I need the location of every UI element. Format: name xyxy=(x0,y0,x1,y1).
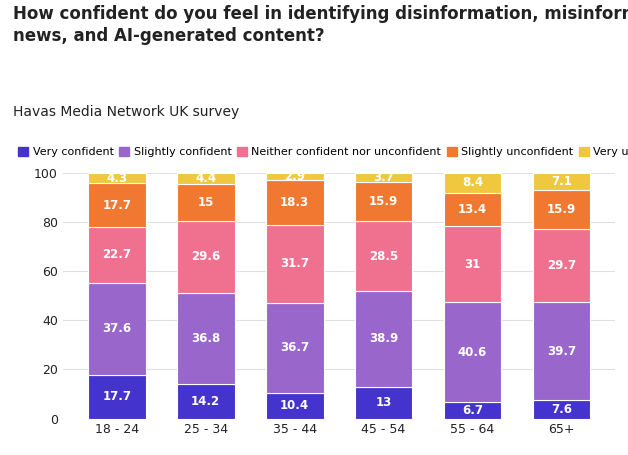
Text: 40.6: 40.6 xyxy=(458,346,487,359)
Text: 17.7: 17.7 xyxy=(102,199,131,212)
Bar xyxy=(533,173,590,190)
Text: 8.4: 8.4 xyxy=(462,177,483,189)
Text: 31: 31 xyxy=(464,258,480,271)
Bar xyxy=(88,173,146,183)
Text: 13: 13 xyxy=(376,396,392,409)
Bar xyxy=(177,384,235,419)
Bar xyxy=(88,283,146,375)
Bar xyxy=(88,183,146,227)
Bar xyxy=(266,225,323,303)
Text: 39.7: 39.7 xyxy=(547,344,576,358)
Text: 15: 15 xyxy=(198,196,214,209)
Text: 36.7: 36.7 xyxy=(280,341,309,354)
Text: 13.4: 13.4 xyxy=(458,203,487,216)
Text: 4.4: 4.4 xyxy=(195,172,216,185)
Bar xyxy=(177,184,235,221)
Text: 14.2: 14.2 xyxy=(191,394,220,408)
Text: 4.3: 4.3 xyxy=(106,172,127,185)
Text: 3.7: 3.7 xyxy=(373,171,394,184)
Text: 29.7: 29.7 xyxy=(547,259,576,273)
Bar xyxy=(443,172,501,193)
Text: 28.5: 28.5 xyxy=(369,250,398,263)
Bar xyxy=(355,387,413,419)
Bar xyxy=(266,173,323,180)
Bar xyxy=(266,393,323,419)
Bar xyxy=(177,293,235,384)
Bar xyxy=(266,303,323,393)
Text: How confident do you feel in identifying disinformation, misinformation, fake
ne: How confident do you feel in identifying… xyxy=(13,5,628,45)
Bar xyxy=(443,193,501,226)
Bar xyxy=(355,221,413,291)
Text: 7.6: 7.6 xyxy=(551,403,572,416)
Text: 18.3: 18.3 xyxy=(280,196,309,209)
Bar xyxy=(443,402,501,419)
Bar xyxy=(443,226,501,303)
Text: 38.9: 38.9 xyxy=(369,332,398,345)
Bar xyxy=(177,173,235,184)
Bar xyxy=(443,303,501,402)
Bar xyxy=(355,173,413,182)
Text: 37.6: 37.6 xyxy=(102,323,131,335)
Bar xyxy=(533,400,590,419)
Text: 10.4: 10.4 xyxy=(280,399,309,412)
Text: 7.1: 7.1 xyxy=(551,175,572,188)
Text: 36.8: 36.8 xyxy=(191,332,220,345)
Bar xyxy=(355,291,413,387)
Text: Havas Media Network UK survey: Havas Media Network UK survey xyxy=(13,105,239,119)
Text: 31.7: 31.7 xyxy=(280,258,309,270)
Bar xyxy=(266,180,323,225)
Bar xyxy=(533,303,590,400)
Text: 15.9: 15.9 xyxy=(369,195,398,208)
Bar xyxy=(88,227,146,283)
Text: 29.6: 29.6 xyxy=(191,250,220,263)
Bar xyxy=(88,375,146,419)
Bar xyxy=(533,229,590,303)
Bar xyxy=(355,182,413,221)
Bar xyxy=(177,221,235,293)
Legend: Very confident, Slightly confident, Neither confident nor unconfident, Slightly : Very confident, Slightly confident, Neit… xyxy=(18,147,628,157)
Text: 22.7: 22.7 xyxy=(102,248,131,261)
Text: 15.9: 15.9 xyxy=(547,203,576,217)
Text: 2.9: 2.9 xyxy=(284,170,305,183)
Text: 6.7: 6.7 xyxy=(462,404,483,417)
Bar xyxy=(533,190,590,229)
Text: 17.7: 17.7 xyxy=(102,390,131,403)
